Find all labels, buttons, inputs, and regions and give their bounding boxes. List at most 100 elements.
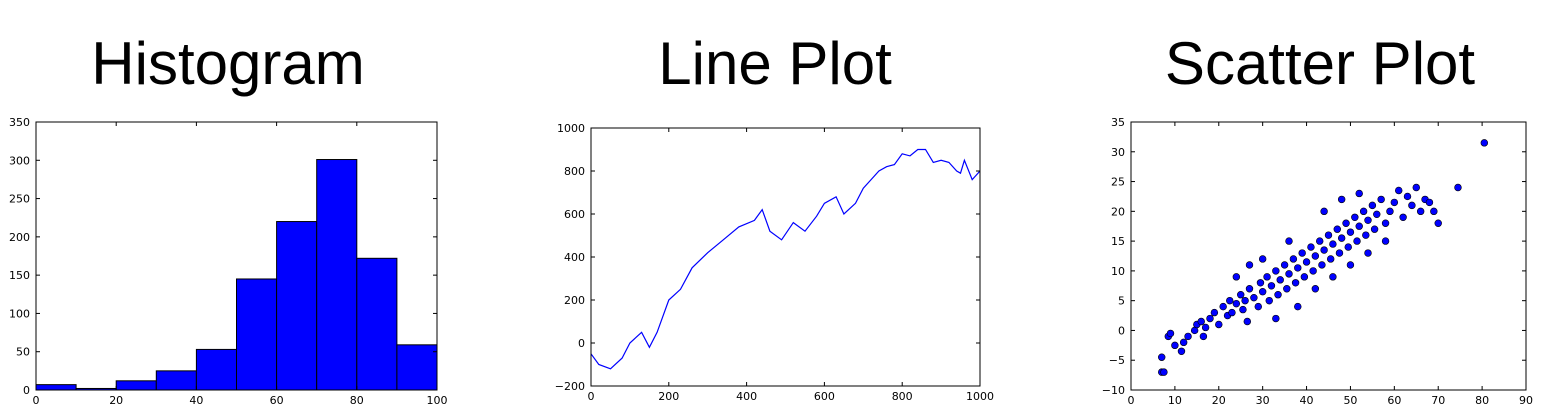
scatter-plot-point [1179, 338, 1188, 347]
scatter-plot-x-tick-label: 0 [1128, 394, 1135, 407]
histogram-bar [396, 344, 438, 391]
line-plot-x-tick-label: 600 [814, 390, 835, 403]
line-plot-x-tick-label: 800 [892, 390, 913, 403]
histogram-bar [236, 278, 278, 391]
line-plot-x-tick-label: 400 [736, 390, 757, 403]
scatter-plot-point [1399, 213, 1407, 221]
scatter-plot-y-tick-label: 10 [1111, 265, 1125, 278]
scatter-plot-point [1412, 183, 1420, 192]
scatter-plot-point [1267, 282, 1276, 290]
scatter-plot-point [1381, 237, 1390, 245]
scatter-plot-point [1324, 231, 1333, 239]
scatter-plot-point [1342, 219, 1350, 227]
scatter-plot-point [1364, 249, 1372, 257]
histogram-x-tick-label: 40 [189, 394, 203, 407]
scatter-plot-point [1184, 332, 1192, 341]
scatter-plot-point [1333, 225, 1341, 233]
scatter-plot-x-tick-label: 30 [1256, 394, 1270, 407]
scatter-plot-point [1454, 183, 1462, 192]
scatter-plot-point [1337, 195, 1346, 204]
scatter-plot-point [1232, 299, 1241, 308]
scatter-plot-point [1294, 264, 1302, 272]
scatter-plot-point [1364, 216, 1372, 224]
scatter-plot-point [1210, 308, 1219, 317]
scatter-plot-point [1337, 234, 1346, 242]
line-plot-x-tick-label: 200 [658, 390, 679, 403]
line-plot-title: Line Plot [658, 30, 892, 97]
line-plot-y-tick-label: 1000 [557, 122, 585, 135]
scatter-plot-x-tick-label: 20 [1212, 394, 1226, 407]
scatter-plot-point [1302, 258, 1311, 266]
scatter-plot-point [1326, 255, 1335, 263]
scatter-plot-x-tick-label: 90 [1519, 394, 1533, 407]
scatter-plot-x-tick-label: 50 [1343, 394, 1357, 407]
scatter-plot-point [1171, 341, 1179, 350]
histogram-y-tick-label: 50 [16, 346, 30, 359]
histogram-bar [356, 257, 398, 391]
scatter-plot-y-tick-label: 0 [1118, 324, 1125, 337]
scatter-plot-point [1291, 279, 1300, 287]
scatter-plot-point [1329, 273, 1337, 281]
scatter-plot-point [1239, 305, 1247, 314]
line-plot-y-tick-label: −200 [555, 380, 585, 393]
scatter-plot-point [1265, 296, 1273, 305]
scatter-plot-point [1359, 207, 1368, 216]
scatter-plot-point [1344, 243, 1352, 251]
scatter-plot-point [1272, 267, 1280, 275]
line-plot-y-tick-label: 0 [578, 337, 585, 350]
scatter-plot-point [1243, 317, 1252, 326]
histogram-bar [195, 348, 237, 391]
scatter-plot-point [1274, 291, 1282, 299]
scatter-plot-point [1346, 261, 1355, 269]
scatter-plot-point [1309, 267, 1317, 275]
scatter-plot-y-tick-label: 15 [1111, 235, 1125, 248]
scatter-plot-point [1226, 296, 1234, 305]
scatter-plot-y-tick-label: −5 [1109, 354, 1125, 367]
scatter-plot-point [1346, 228, 1355, 236]
line-plot-y-tick-label: 800 [564, 165, 585, 178]
scatter-plot-point [1245, 285, 1254, 293]
scatter-plot-point [1403, 192, 1412, 201]
histogram-bar [155, 370, 197, 391]
line-plot-y-tick-label: 400 [564, 251, 585, 264]
scatter-plot-point [1320, 207, 1328, 216]
scatter-plot-point [1256, 279, 1265, 287]
scatter-plot-point [1353, 237, 1361, 245]
scatter-plot-x-tick-label: 70 [1431, 394, 1445, 407]
scatter-plot-y-tick-label: 20 [1111, 205, 1125, 218]
scatter-plot-point [1362, 231, 1370, 239]
line-plot-y-tick-label: 200 [564, 294, 585, 307]
scatter-plot-point [1232, 273, 1241, 281]
scatter-plot-point [1258, 255, 1267, 263]
scatter-plot-point [1285, 270, 1293, 278]
scatter-plot-y-tick-label: 35 [1111, 116, 1125, 129]
histogram-x-tick-label: 100 [427, 394, 448, 407]
scatter-plot-point [1307, 243, 1315, 251]
scatter-plot-point [1355, 222, 1363, 230]
scatter-plot-point [1254, 302, 1262, 311]
scatter-plot-point [1199, 332, 1208, 341]
scatter-plot-point [1368, 201, 1377, 210]
scatter-plot-point [1272, 314, 1280, 323]
scatter-plot-point [1250, 293, 1258, 302]
histogram-x-tick-label: 0 [33, 394, 40, 407]
scatter-plot-point [1377, 195, 1385, 204]
scatter-plot-point [1425, 198, 1434, 207]
scatter-plot-point [1300, 273, 1309, 281]
scatter-plot-point [1219, 302, 1227, 311]
scatter-plot-point [1416, 207, 1425, 216]
line-plot-y-tick-label: 600 [564, 208, 585, 221]
histogram-title: Histogram [91, 30, 365, 97]
scatter-plot-point [1480, 139, 1489, 147]
histogram-y-tick-label: 0 [23, 384, 30, 397]
scatter-plot-point [1294, 302, 1302, 311]
scatter-plot-x-tick-label: 40 [1300, 394, 1314, 407]
scatter-plot-x-tick-label: 10 [1168, 394, 1182, 407]
scatter-plot-point [1320, 246, 1328, 254]
scatter-plot-point [1386, 207, 1394, 216]
line-plot-series-line [590, 148, 981, 370]
scatter-plot-y-tick-label: 30 [1111, 146, 1125, 159]
scatter-plot-point [1318, 261, 1326, 269]
